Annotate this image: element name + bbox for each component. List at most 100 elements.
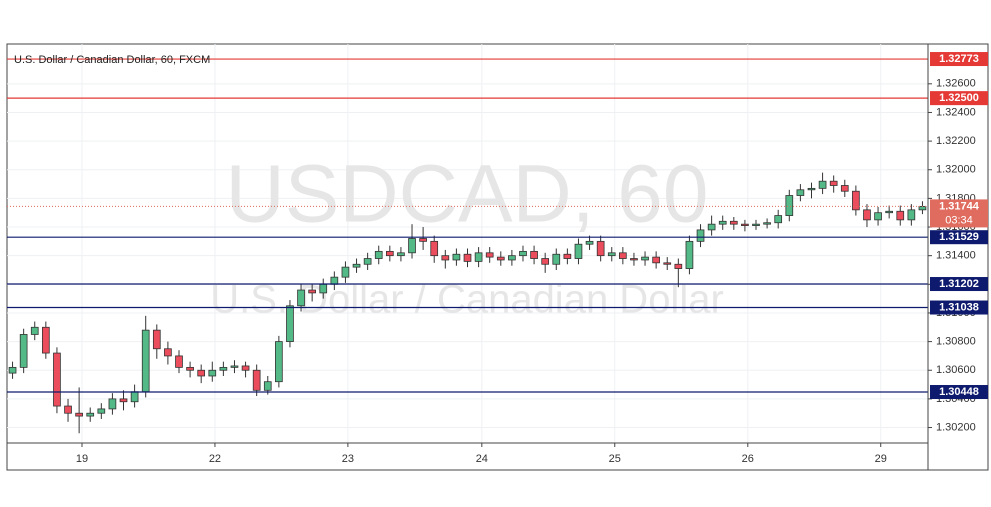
candle-body bbox=[852, 190, 860, 211]
level-label: 1.32500 bbox=[939, 92, 979, 104]
candle-body bbox=[685, 240, 694, 269]
candle-body bbox=[885, 210, 894, 214]
x-tick-label: 19 bbox=[76, 453, 88, 465]
candle-body bbox=[230, 365, 239, 368]
candle-body bbox=[19, 334, 28, 368]
candle-body bbox=[208, 369, 217, 377]
candle-body bbox=[308, 289, 316, 294]
candle-body bbox=[452, 253, 461, 261]
candle-body bbox=[275, 341, 283, 383]
y-tick-label: 1.30800 bbox=[936, 336, 976, 348]
y-tick-label: 1.32400 bbox=[936, 106, 976, 118]
candle-body bbox=[130, 391, 139, 403]
level-label: 1.30448 bbox=[939, 386, 979, 398]
candle-body bbox=[896, 210, 905, 221]
candle-body bbox=[907, 209, 916, 221]
level-label-box bbox=[930, 385, 988, 400]
candle-body bbox=[108, 398, 117, 410]
candle-body bbox=[707, 223, 716, 231]
candle-body bbox=[441, 255, 450, 261]
level-label-box bbox=[930, 52, 988, 67]
candle-body bbox=[8, 366, 17, 374]
candle-body bbox=[519, 250, 527, 257]
candle-body bbox=[485, 252, 494, 258]
level-label: 1.31038 bbox=[939, 301, 979, 313]
candle-body bbox=[419, 238, 427, 242]
candle-body bbox=[53, 352, 61, 407]
candle-body bbox=[319, 283, 328, 294]
candle-body bbox=[541, 258, 550, 265]
candle-body bbox=[863, 209, 871, 221]
candle-body bbox=[630, 258, 638, 261]
x-tick-label: 29 bbox=[875, 453, 887, 465]
candle-body bbox=[530, 250, 538, 259]
candle-body bbox=[652, 256, 660, 264]
candle-body bbox=[807, 187, 816, 191]
candle-body bbox=[674, 263, 683, 269]
candle-body bbox=[41, 326, 50, 354]
candle-body bbox=[574, 243, 583, 259]
candle-body bbox=[152, 329, 161, 350]
watermark-subtitle: U.S. Dollar / Canadian Dollar bbox=[210, 278, 724, 322]
candle-body bbox=[596, 240, 605, 257]
candle-body bbox=[408, 238, 416, 254]
candle-body bbox=[186, 366, 194, 371]
candle-body bbox=[874, 212, 882, 221]
candle-body bbox=[297, 289, 305, 307]
candle-body bbox=[818, 180, 827, 189]
candle-body bbox=[363, 258, 372, 265]
candle-body bbox=[330, 276, 339, 285]
candle-body bbox=[86, 412, 95, 417]
candle-body bbox=[385, 250, 394, 257]
candle-body bbox=[785, 195, 794, 216]
candle-body bbox=[241, 365, 250, 371]
level-label: 1.31202 bbox=[939, 278, 979, 290]
level-label: 1.32773 bbox=[939, 53, 979, 65]
y-tick-label: 1.30200 bbox=[936, 421, 976, 433]
candle-body bbox=[729, 220, 738, 225]
level-label-box bbox=[930, 277, 988, 292]
candle-body bbox=[219, 366, 228, 371]
candle-body bbox=[696, 229, 705, 242]
x-tick-label: 23 bbox=[342, 453, 354, 465]
candle-body bbox=[341, 266, 350, 278]
candle-body bbox=[752, 223, 760, 226]
candle-body bbox=[30, 326, 39, 335]
level-label-box bbox=[930, 91, 988, 106]
x-tick-label: 22 bbox=[209, 453, 221, 465]
candle-body bbox=[175, 355, 183, 368]
candle-body bbox=[119, 398, 128, 403]
countdown: 03:34 bbox=[945, 214, 973, 226]
candle-body bbox=[263, 381, 272, 391]
overlay: 1.302001.304001.306001.308001.310001.312… bbox=[7, 52, 988, 465]
candle-body bbox=[75, 412, 83, 417]
candle-body bbox=[197, 369, 206, 377]
y-tick-label: 1.31400 bbox=[936, 250, 976, 262]
chart-title: U.S. Dollar / Canadian Dollar, 60, FXCM bbox=[14, 54, 210, 66]
candle-body bbox=[252, 369, 261, 391]
last-price-label: 1.31744 bbox=[939, 200, 980, 212]
candle-body bbox=[763, 222, 771, 225]
candle-body bbox=[508, 255, 516, 261]
candle-body bbox=[840, 185, 849, 192]
candle-body bbox=[97, 408, 106, 414]
candle-body bbox=[718, 220, 727, 225]
candle-body bbox=[64, 405, 72, 414]
candle-body bbox=[374, 250, 383, 259]
watermark: USDCAD, 60 bbox=[225, 149, 708, 240]
candle-body bbox=[552, 253, 561, 265]
candle-body bbox=[774, 215, 783, 224]
candle-body bbox=[430, 240, 439, 257]
y-tick-label: 1.30600 bbox=[936, 364, 976, 376]
candle-body bbox=[663, 262, 672, 265]
level-label: 1.31529 bbox=[939, 231, 979, 243]
candle-body bbox=[641, 256, 649, 261]
y-tick-label: 1.32200 bbox=[936, 135, 976, 147]
y-tick-label: 1.32000 bbox=[936, 164, 976, 176]
candle-body bbox=[585, 240, 594, 245]
x-tick-label: 24 bbox=[476, 453, 488, 465]
candle-body bbox=[397, 252, 405, 257]
candle-body bbox=[607, 252, 616, 257]
candle-body bbox=[463, 253, 472, 262]
